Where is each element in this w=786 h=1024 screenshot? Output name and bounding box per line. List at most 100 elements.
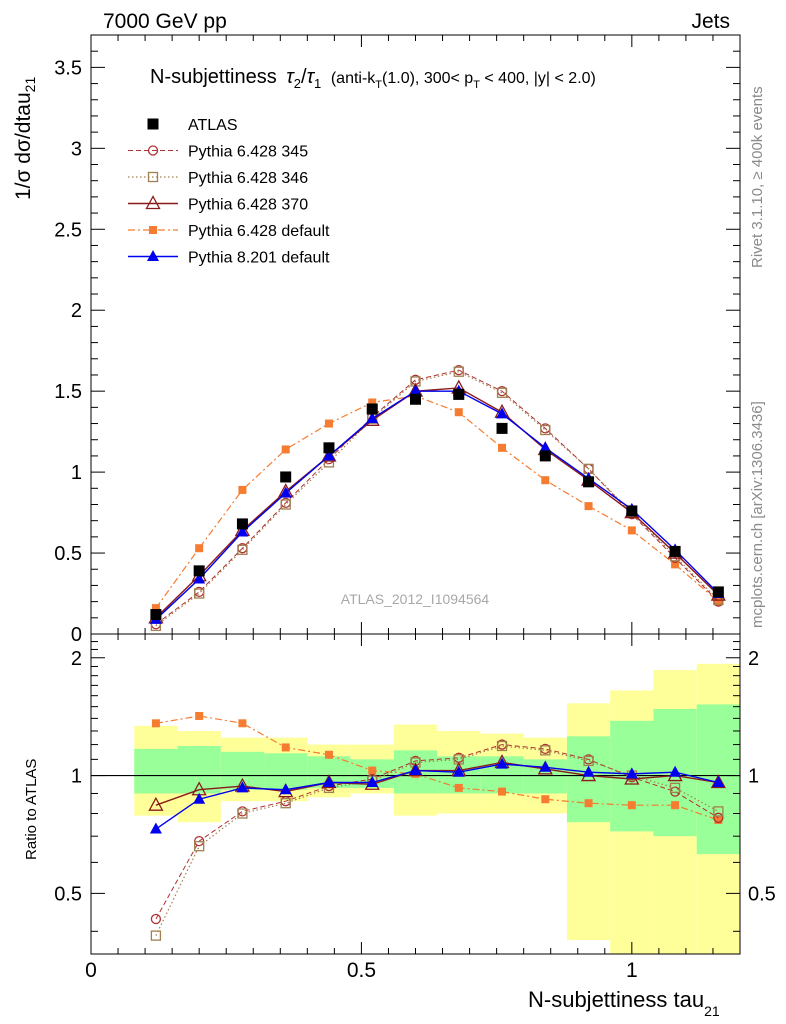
- marker-p345: [150, 913, 162, 925]
- marker-p346: [237, 544, 248, 555]
- title-main: N-subjettiness: [150, 66, 277, 88]
- marker-p370: [407, 762, 424, 777]
- title-cut-b-sub: T: [473, 79, 480, 91]
- marker-p346: [237, 808, 248, 819]
- marker-p6def: [584, 799, 593, 808]
- analysis-label: ATLAS_2012_I1094564: [341, 591, 490, 607]
- x-tick-label: 0: [85, 959, 97, 982]
- marker-p346: [453, 366, 464, 377]
- x-axis-label: N-subjettiness tau21: [528, 987, 720, 1019]
- marker-p346: [583, 755, 594, 767]
- marker-p346: [540, 745, 551, 756]
- marker-p8def: [149, 822, 162, 834]
- x-tick-label: 1: [626, 959, 638, 982]
- marker-p346: [496, 387, 508, 398]
- marker-p6def: [671, 560, 680, 569]
- legend-label-p6def: Pythia 6.428 default: [188, 223, 330, 240]
- marker-p8def: [669, 765, 682, 777]
- marker-p8def: [279, 486, 292, 498]
- marker-p8def: [496, 757, 509, 769]
- marker-p346: [194, 841, 205, 852]
- marker-p6def: [195, 544, 204, 553]
- marker-p6def: [151, 604, 160, 613]
- y-axis-label-main: 1/σ dσ/dtau21: [12, 77, 38, 200]
- marker-atlas: [280, 471, 292, 483]
- marker-p346: [194, 588, 205, 599]
- y-axis-label-ratio: Ratio to ATLAS: [23, 759, 40, 860]
- marker-p6def: [498, 787, 507, 796]
- marker-p346: [496, 740, 508, 752]
- legend-marker-atlas: [147, 118, 159, 130]
- y-tick-label-main: 1: [71, 462, 82, 484]
- series-line-p370: [155, 761, 719, 806]
- marker-p6def: [454, 783, 463, 792]
- band-green-bin: [177, 746, 221, 794]
- marker-p346: [713, 806, 724, 817]
- y-tick-label-main: 3.5: [54, 57, 82, 79]
- marker-p8def: [366, 412, 379, 424]
- plot-title: N-subjettiness τ2/τ1 (anti-kT(1.0), 300<…: [150, 66, 596, 93]
- marker-p346: [669, 782, 681, 794]
- marker-p8def: [193, 572, 206, 584]
- marker-p370: [321, 447, 337, 462]
- y-tick-label-main: 2: [71, 300, 82, 322]
- axis-ticks: [90, 34, 741, 954]
- title-tau2: τ: [286, 66, 295, 88]
- marker-atlas: [539, 450, 551, 462]
- y-tick-label-ratio-right: 2: [748, 648, 759, 670]
- band-green-bin: [566, 736, 611, 823]
- band-green-bin: [134, 748, 178, 794]
- legend-marker-p8def: [147, 250, 159, 261]
- y-tick-label-ratio-right: 0.5: [748, 883, 776, 905]
- marker-p6def: [324, 750, 333, 759]
- legend-label-p345: Pythia 6.428 345: [188, 144, 308, 161]
- marker-p346: [150, 930, 162, 941]
- y-axis-label-main-sub: 21: [22, 77, 38, 93]
- title-slash: /: [301, 66, 307, 88]
- marker-p8def: [236, 525, 249, 537]
- marker-p6def: [238, 719, 247, 728]
- marker-p346: [280, 798, 291, 809]
- marker-p8def: [366, 776, 379, 788]
- marker-atlas: [496, 422, 508, 434]
- y-axis-label-main-text: 1/σ dσ/dtau: [12, 92, 35, 200]
- x-tick-label: 0.5: [347, 959, 376, 982]
- y-tick-label-ratio: 2: [71, 648, 82, 670]
- marker-atlas: [626, 505, 638, 517]
- marker-p8def: [712, 776, 725, 788]
- marker-atlas: [150, 609, 162, 621]
- series-line-p8def: [155, 763, 719, 830]
- title-cut-a-sub: T: [375, 79, 382, 91]
- x-axis-label-sub: 21: [704, 1003, 720, 1019]
- y-tick-label-ratio-right: 1: [748, 766, 759, 788]
- marker-p6def: [454, 408, 463, 417]
- title-cut-b: (1.0), 300< p: [382, 70, 473, 87]
- title-tau2-sub: 2: [294, 76, 301, 91]
- title-cut-a: (anti-k: [331, 70, 376, 87]
- marker-p6def: [584, 502, 593, 511]
- legend-label-p8def: Pythia 8.201 default: [188, 250, 330, 267]
- mcplots-label: mcplots.cern.ch [arXiv:1306.3436]: [749, 401, 766, 628]
- series-line-p346: [155, 371, 719, 627]
- y-tick-label-main: 2.5: [54, 219, 82, 241]
- marker-p6def: [541, 476, 550, 485]
- tick-labels: 0 0.5 100.511.522.533.50.5 0.51 12 2: [54, 57, 776, 982]
- legend-marker-p346: [147, 171, 159, 183]
- marker-atlas: [323, 442, 335, 454]
- marker-p6def: [627, 801, 636, 810]
- series-line-p6def: [155, 715, 719, 821]
- marker-p345: [713, 812, 724, 823]
- ratio-uncertainty-bands: [134, 663, 740, 954]
- legend: ATLAS Pythia 6.428 345 Pythia 6.428 346 Pyt…: [128, 117, 330, 267]
- marker-p8def: [496, 407, 509, 419]
- y-tick-label-ratio: 1: [71, 766, 82, 788]
- series-line-p346: [155, 745, 719, 936]
- marker-p6def: [281, 743, 290, 752]
- marker-p6def: [324, 419, 333, 428]
- legend-label-p370: Pythia 6.428 370: [188, 197, 308, 214]
- title-cut-c: < 400, |y| < 2.0): [480, 70, 596, 87]
- legend-label-p346: Pythia 6.428 346: [188, 170, 308, 187]
- marker-p8def: [322, 776, 335, 788]
- title-tau1-sub: 1: [314, 76, 321, 91]
